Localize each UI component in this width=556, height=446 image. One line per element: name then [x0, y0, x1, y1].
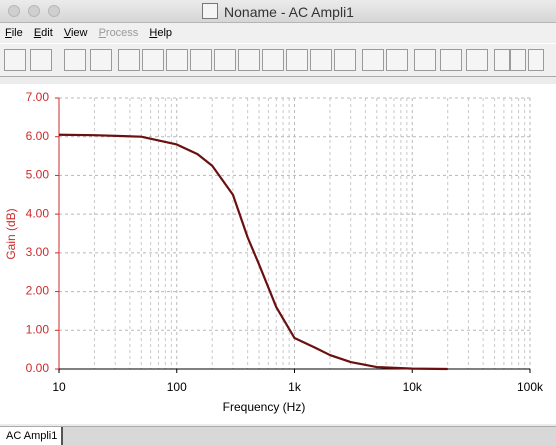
toolbar — [0, 43, 556, 77]
x-axis-label: Frequency (Hz) — [223, 400, 306, 414]
toolbar-button[interactable] — [528, 49, 544, 71]
y-tick-label: 4.00 — [26, 206, 50, 220]
sheet-tab[interactable]: AC Ampli1 — [0, 427, 64, 445]
toolbar-button[interactable] — [238, 49, 260, 71]
x-tick-label: 100k — [517, 380, 544, 394]
chart: Frequency (Hz) Gain (dB) 0.00 1.00 2.00 3.0… — [0, 84, 556, 424]
menu-item[interactable]: File — [5, 27, 23, 39]
toolbar-button[interactable] — [286, 49, 308, 71]
title-bar: Noname - AC Ampli1 — [0, 0, 556, 23]
toolbar-button[interactable] — [262, 49, 284, 71]
toolbar-button[interactable] — [4, 49, 26, 71]
y-tick-label: 3.00 — [26, 245, 50, 259]
app-icon — [202, 3, 219, 19]
toolbar-button[interactable] — [334, 49, 356, 71]
x-tick-label: 10 — [52, 380, 66, 394]
gain-curve — [58, 133, 448, 371]
toolbar-button[interactable] — [214, 49, 236, 71]
toolbar-button[interactable] — [64, 49, 86, 71]
y-tick-label: 5.00 — [26, 168, 50, 182]
toolbar-button[interactable] — [190, 49, 212, 71]
toolbar-button[interactable] — [466, 49, 488, 71]
toolbar-button[interactable] — [414, 49, 436, 71]
y-tick-label: 7.00 — [26, 90, 50, 104]
y-tick-label: 0.00 — [26, 361, 50, 375]
tab-bar: AC Ampli1 — [0, 426, 556, 446]
x-tick-label: 1k — [288, 380, 302, 394]
zoom-button[interactable] — [48, 5, 60, 17]
menu-item[interactable]: View — [63, 27, 88, 39]
window-title-wrap: Noname - AC Ampli1 — [0, 3, 556, 20]
menu-item[interactable]: Help — [149, 27, 173, 39]
menu-bar: File Edit View Process Help — [0, 23, 556, 43]
menu-item: Process — [98, 27, 139, 39]
y-tick-label: 1.00 — [26, 322, 50, 336]
x-tick-label: 10k — [403, 380, 423, 394]
close-button[interactable] — [8, 5, 20, 17]
toolbar-button[interactable] — [166, 49, 188, 71]
y-tick-label: 6.00 — [26, 129, 50, 143]
toolbar-button[interactable] — [362, 49, 384, 71]
toolbar-button[interactable] — [440, 49, 462, 71]
y-tick-label: 2.00 — [26, 284, 50, 298]
toolbar-button[interactable] — [90, 49, 112, 71]
toolbar-button[interactable] — [118, 49, 140, 71]
menu-item[interactable]: Edit — [33, 27, 53, 39]
toolbar-button[interactable] — [386, 49, 408, 71]
toolbar-button[interactable] — [142, 49, 164, 71]
toolbar-button[interactable] — [510, 49, 526, 71]
minimize-button[interactable] — [28, 5, 40, 17]
y-axis-label: Gain (dB) — [4, 208, 18, 259]
toolbar-button[interactable] — [30, 49, 52, 71]
toolbar-button[interactable] — [494, 49, 510, 71]
x-tick-label: 100 — [167, 380, 187, 394]
window-title: Noname - AC Ampli1 — [224, 4, 354, 20]
chart-background — [0, 84, 556, 424]
toolbar-button[interactable] — [310, 49, 332, 71]
